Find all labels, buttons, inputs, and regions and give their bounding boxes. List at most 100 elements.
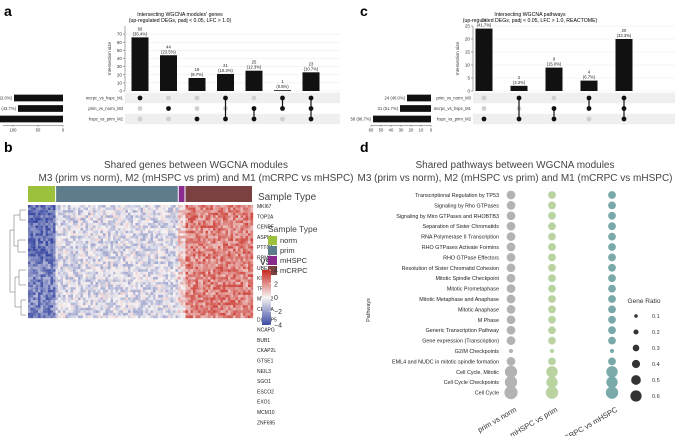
heatmap-cell [145,238,149,242]
heatmap-cell [98,205,101,208]
heatmap-cell [55,225,59,229]
heatmap-cell [80,292,84,296]
heatmap-cell [248,205,251,208]
heatmap-cell [225,228,229,231]
heatmap-cell [143,310,146,314]
heatmap-cell [103,210,106,213]
heatmap-cell [53,230,56,234]
heatmap-cell [188,284,191,288]
heatmap-cell [30,222,34,226]
heatmap-cell [95,235,99,239]
heatmap-cell [180,284,184,288]
heatmap-cell [165,284,169,288]
gene-ratio-dot [545,386,559,399]
heatmap-cell [95,217,99,221]
heatmap-cell [185,310,189,314]
panel-label-a: a [4,3,12,19]
heatmap-cell [155,279,159,283]
heatmap-cell [43,207,46,211]
heatmap-cell [78,238,81,242]
heatmap-cell [43,235,46,239]
heatmap-cell [28,284,31,288]
heatmap-cell [188,205,191,208]
heatmap-cell [225,210,229,213]
heatmap-cell [160,312,164,316]
heatmap-cell [68,297,71,301]
heatmap-cell [123,251,126,254]
heatmap-cell [228,282,231,285]
heatmap-cell [148,210,151,213]
heatmap-cell [223,310,226,314]
membership-dot-empty [251,95,257,101]
heatmap-cell [125,312,129,316]
heatmap-cell [138,276,141,280]
heatmap-cell [45,205,49,208]
heatmap-cell [203,294,206,298]
heatmap-cell [220,300,224,303]
heatmap-cell [50,222,54,226]
heatmap-cell [140,230,144,234]
heatmap-cell [243,251,246,254]
heatmap-cell [105,253,109,257]
heatmap-cell [85,305,89,308]
heatmap-cell [45,287,49,290]
heatmap-cell [188,276,191,280]
heatmap-cell [200,248,204,252]
heatmap-cell [238,230,241,234]
gene-label: NEIL3 [257,369,271,375]
heatmap-cell [138,238,141,242]
heatmap-cell [48,253,51,257]
heatmap-cell [190,253,194,257]
membership-dot-empty [166,95,171,101]
heatmap-cell [135,215,139,218]
heatmap-cell [83,238,86,242]
heatmap-cell [160,258,164,262]
heatmap-cell [95,307,99,311]
heatmap-cell [230,205,234,208]
heatmap-cell [68,220,71,224]
heatmap-cell [55,289,59,293]
heatmap-cell [70,258,74,262]
heatmap-cell [103,248,106,252]
heatmap-cell [178,207,181,211]
heatmap-cell [75,205,79,208]
intersection-bar [615,39,633,91]
heatmap-cell [178,289,181,293]
heatmap-cell [200,292,204,296]
heatmap-cell [248,233,251,236]
heatmap-cell [230,233,234,236]
heatmap-cell [108,230,111,234]
heatmap-cell [175,300,179,303]
heatmap-cell [33,207,36,211]
heatmap-cell [168,207,171,211]
heatmap-cell [88,276,91,280]
heatmap-cell [105,220,109,224]
heatmap-cell [160,253,164,257]
heatmap-cell [220,271,224,275]
heatmap-cell [155,207,159,211]
heatmap-cell [98,282,101,285]
heatmap-cell [218,300,221,303]
heatmap-cell [130,253,134,257]
heatmap-cell [218,287,221,290]
bar-count-label: 44 [166,44,171,49]
heatmap-cell [88,300,91,303]
heatmap-cell [185,256,189,260]
heatmap-cell [208,264,211,267]
heatmap-cell [193,284,196,288]
heatmap-cell [208,310,211,314]
heatmap-cell [78,251,81,254]
heatmap-cell [103,258,106,262]
heatmap-cell [113,300,116,303]
heatmap-cell [140,307,144,311]
heatmap-cell [68,315,71,319]
heatmap-cell [213,287,216,290]
heatmap-cell [50,233,54,236]
heatmap-cell [133,294,136,298]
heatmap-cell [213,279,216,283]
heatmap-cell [235,294,239,298]
heatmap-cell [75,302,79,306]
heatmap-cell [40,276,44,280]
heatmap-cell [178,205,181,208]
heatmap-cell [125,261,129,265]
